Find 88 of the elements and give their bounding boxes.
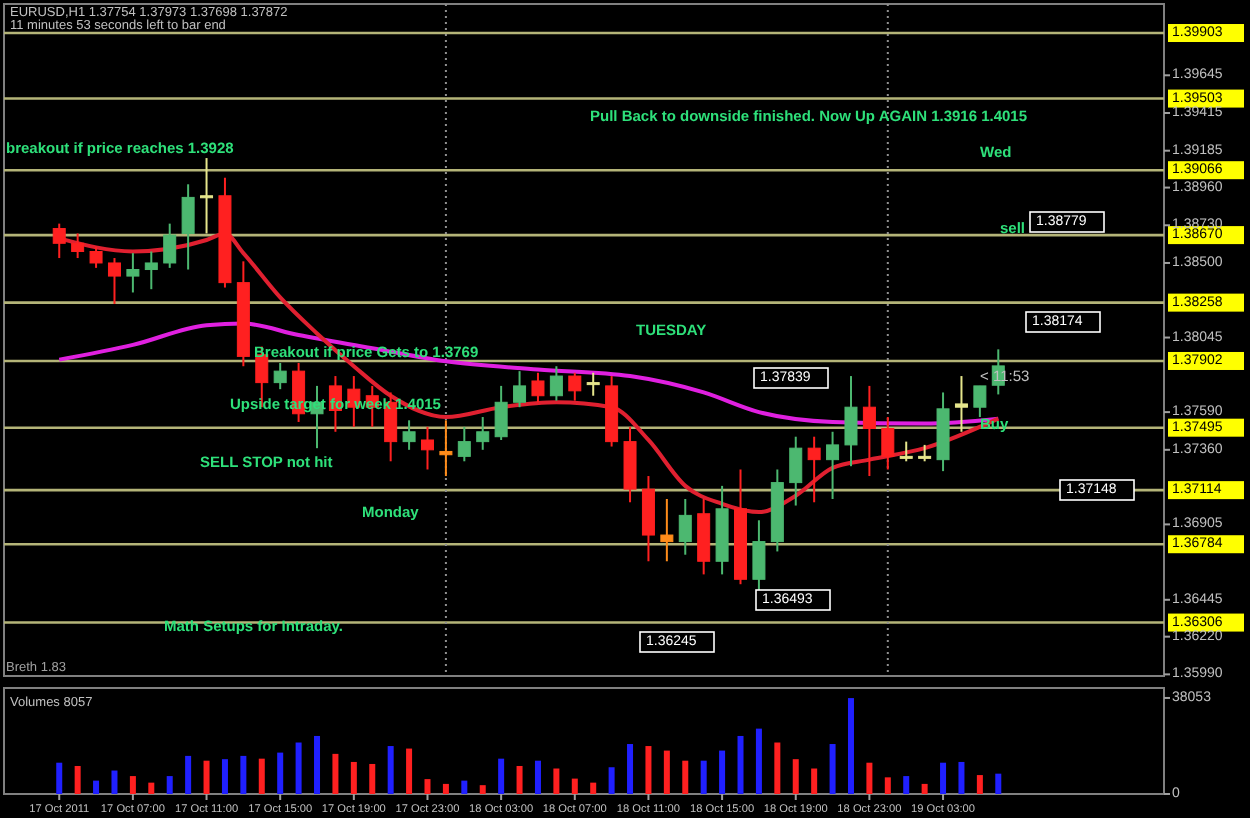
bar xyxy=(424,779,431,794)
candlestick xyxy=(789,435,803,507)
bar xyxy=(240,755,247,794)
bar xyxy=(129,776,136,794)
candlestick xyxy=(273,361,287,391)
candlestick xyxy=(678,497,692,556)
candlestick xyxy=(420,425,434,471)
candlestick xyxy=(126,252,140,294)
candlestick xyxy=(531,371,545,404)
candlestick xyxy=(89,245,103,269)
bar xyxy=(571,778,578,794)
bar xyxy=(166,776,173,794)
bar xyxy=(332,753,339,794)
candlestick xyxy=(807,435,821,504)
bar xyxy=(148,782,155,794)
bar xyxy=(829,744,836,794)
bar xyxy=(627,744,634,794)
bar xyxy=(74,765,81,794)
candlestick xyxy=(568,371,582,402)
bar xyxy=(258,758,265,794)
candlestick xyxy=(513,370,527,409)
bar xyxy=(56,762,63,794)
bar xyxy=(553,768,560,794)
candlestick xyxy=(660,497,674,563)
candlestick xyxy=(623,425,637,504)
bar xyxy=(516,765,523,794)
candlestick xyxy=(402,419,416,451)
candlestick xyxy=(144,250,158,291)
candlestick xyxy=(476,416,490,451)
candlestick xyxy=(752,519,766,592)
candlestick xyxy=(549,365,563,402)
bar xyxy=(295,742,302,794)
bar xyxy=(442,783,449,794)
bar xyxy=(93,780,100,794)
bar xyxy=(314,735,321,794)
bar xyxy=(479,785,486,794)
bar xyxy=(682,760,689,794)
bar xyxy=(774,742,781,794)
candlestick xyxy=(457,425,471,463)
candlestick xyxy=(494,384,508,441)
bar xyxy=(645,746,652,794)
candlestick xyxy=(954,375,968,433)
candlestick xyxy=(107,257,121,305)
bar xyxy=(369,763,376,794)
candlestick xyxy=(881,416,895,471)
bar xyxy=(847,698,854,794)
candlestick xyxy=(439,419,453,478)
bar xyxy=(203,760,210,794)
candlestick xyxy=(163,222,177,269)
bar xyxy=(866,762,873,794)
bar xyxy=(958,761,965,794)
bar xyxy=(498,758,505,794)
bar xyxy=(700,760,707,794)
bar xyxy=(111,770,118,794)
bar xyxy=(221,759,228,794)
candlestick xyxy=(973,384,987,419)
candlestick xyxy=(641,475,655,563)
bar xyxy=(755,728,762,794)
bar xyxy=(719,750,726,794)
bar xyxy=(811,768,818,794)
candlestick xyxy=(899,440,913,463)
candlestick xyxy=(826,430,840,500)
bar xyxy=(608,767,615,794)
bar xyxy=(663,750,670,794)
bar xyxy=(350,761,357,794)
candlestick xyxy=(844,375,858,468)
bar xyxy=(534,760,541,794)
candlestick xyxy=(697,497,711,576)
bar xyxy=(903,776,910,794)
bar xyxy=(590,782,597,794)
bar xyxy=(976,775,983,794)
candlestick xyxy=(71,232,85,260)
bar xyxy=(406,748,413,794)
bar xyxy=(461,780,468,794)
candlestick xyxy=(200,157,214,235)
bar xyxy=(737,735,744,794)
candlestick xyxy=(181,183,195,271)
candlestick xyxy=(52,222,66,260)
bar xyxy=(185,755,192,794)
bar xyxy=(387,746,394,794)
bar xyxy=(792,759,799,794)
bar xyxy=(995,773,1002,794)
bar xyxy=(940,762,947,794)
bar xyxy=(277,752,284,794)
bar xyxy=(921,783,928,794)
candlestick xyxy=(586,371,600,397)
candlestick xyxy=(862,384,876,478)
bar xyxy=(884,777,891,794)
